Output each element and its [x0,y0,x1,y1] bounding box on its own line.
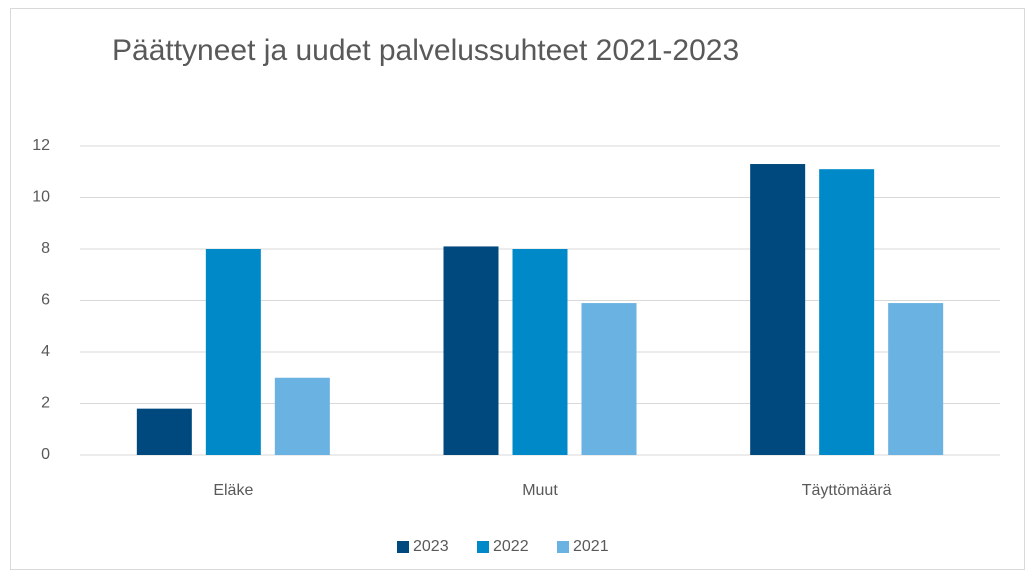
y-tick-label: 8 [41,240,50,257]
bar [512,249,568,455]
legend-swatch [557,541,569,553]
x-tick-label: Muut [522,482,558,499]
legend-label: 2022 [493,538,529,555]
y-tick-label: 6 [41,292,50,309]
bar [819,169,875,456]
y-tick-label: 0 [41,446,50,463]
legend-swatch [477,541,489,553]
x-tick-label: Täyttömäärä [802,482,892,499]
bar [581,303,637,455]
chart-title: Päättyneet ja uudet palvelussuhteet 2021… [112,34,739,67]
y-tick-label: 2 [41,395,50,412]
bar [888,303,944,455]
y-tick-label: 4 [41,343,50,360]
bar [205,249,261,455]
bar [443,246,499,455]
bar [750,164,806,455]
bar [136,408,192,455]
y-tick-label: 10 [32,189,50,206]
legend-label: 2021 [573,538,609,555]
legend-label: 2023 [413,538,449,555]
legend-swatch [397,541,409,553]
bar [274,377,330,455]
y-tick-label: 12 [32,137,50,154]
x-tick-label: Eläke [213,482,253,499]
